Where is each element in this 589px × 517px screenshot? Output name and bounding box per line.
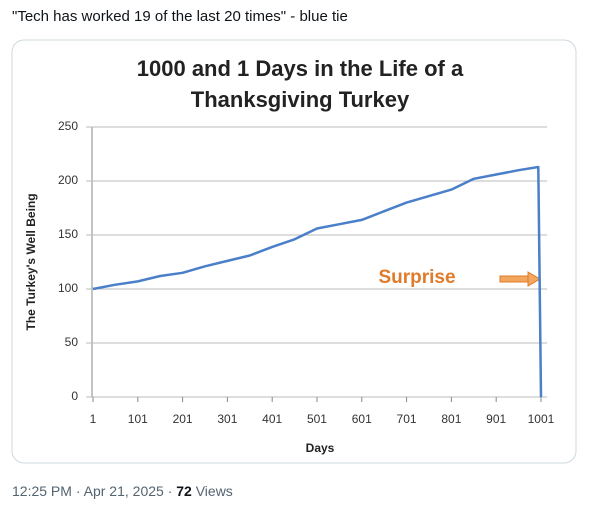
y-tick-label: 200	[58, 173, 78, 187]
y-tick-label: 0	[71, 389, 78, 403]
data-line	[92, 165, 543, 398]
y-tick-label: 50	[65, 335, 79, 349]
time[interactable]: 12:25 PM	[12, 483, 72, 499]
footer: 12:25 PM · Apr 21, 2025 · 72 Views	[12, 483, 233, 499]
tweet-text: "Tech has worked 19 of the last 20 times…	[12, 8, 348, 25]
x-tick-label: 401	[262, 412, 282, 426]
y-tick-label: 150	[58, 227, 78, 241]
y-tick-label: 250	[58, 119, 78, 133]
annotation-arrow	[499, 271, 541, 287]
views-count: 72	[176, 483, 192, 499]
separator: ·	[76, 483, 81, 499]
separator: ·	[168, 483, 173, 499]
x-tick-label: 101	[128, 412, 148, 426]
media-card[interactable]	[11, 39, 577, 464]
x-tick-label: 1	[90, 412, 97, 426]
chart-title: 1000 and 1 Days in the Life of a	[137, 56, 464, 81]
date[interactable]: Apr 21, 2025	[84, 483, 164, 499]
x-tick-label: 201	[173, 412, 193, 426]
x-tick-label: 601	[352, 412, 372, 426]
x-axis-label: Days	[306, 441, 335, 455]
x-tick-label: 701	[397, 412, 417, 426]
x-tick-label: 501	[307, 412, 327, 426]
x-tick-label: 801	[441, 412, 461, 426]
y-tick-label: 100	[58, 281, 78, 295]
annotation: Surprise	[378, 267, 455, 288]
x-tick-label: 901	[486, 412, 506, 426]
chart-title: Thanksgiving Turkey	[191, 87, 410, 112]
x-tick-label: 301	[217, 412, 237, 426]
y-axis-label: The Turkey's Well Being	[24, 193, 38, 330]
x-tick-label: 1001	[528, 412, 555, 426]
views-label: Views	[196, 483, 233, 499]
